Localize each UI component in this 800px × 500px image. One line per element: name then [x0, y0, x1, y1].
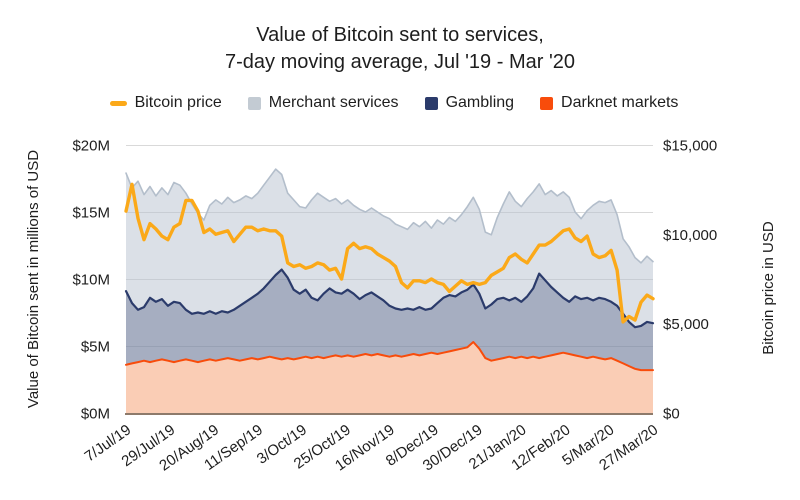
legend-item-merchant-services: Merchant services: [247, 94, 399, 112]
legend: Bitcoin price Merchant services Gambling Da…: [0, 94, 788, 112]
legend-item-gambling: Gambling: [424, 94, 515, 112]
y-left-tick-label: $5M: [81, 339, 110, 356]
y-left-tick-label: $15M: [72, 205, 110, 222]
y-right-tick-label: $10,000: [663, 227, 717, 244]
chart-title-line2: 7-day moving average, Jul '19 - Mar '20: [224, 51, 576, 73]
y-right-tick-label: $5,000: [663, 316, 709, 333]
y-left-tick-label: $10M: [72, 272, 110, 289]
gambling-line: [124, 268, 655, 329]
merchant-services-line: [125, 168, 654, 264]
series-layer: [124, 168, 655, 413]
darknet-markets-swatch-icon: [540, 96, 554, 110]
bitcoin-price-line: [124, 182, 655, 324]
y-left-tick-label: $20M: [72, 138, 110, 155]
right-axis-title: Bitcoin price in USD: [760, 221, 777, 355]
y-right-tick-label: $15,000: [663, 138, 717, 155]
legend-item-bitcoin-price: Bitcoin price: [109, 94, 222, 112]
legend-label: Gambling: [445, 94, 515, 111]
chart-title: Value of Bitcoin sent to services, 7-day…: [0, 22, 800, 76]
legend-label: Bitcoin price: [134, 94, 222, 111]
darknet-markets-line: [125, 341, 654, 372]
bitcoin-price-swatch-icon: [109, 100, 127, 106]
left-axis-title: Value of Bitcoin sent in millions of USD: [25, 150, 42, 408]
legend-label: Darknet markets: [561, 94, 679, 111]
y-right-tick-label: $0: [663, 406, 680, 423]
merchant-services-swatch-icon: [247, 96, 261, 110]
gambling-swatch-icon: [424, 96, 438, 110]
legend-label: Merchant services: [268, 94, 399, 111]
legend-item-darknet-markets: Darknet markets: [540, 94, 678, 112]
y-left-tick-label: $0M: [81, 406, 110, 423]
chart-title-line1: Value of Bitcoin sent to services,: [256, 24, 544, 46]
